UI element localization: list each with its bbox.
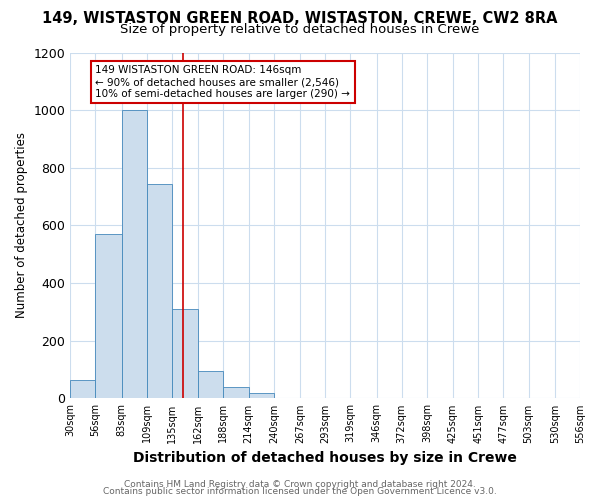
Bar <box>70 380 95 398</box>
Bar <box>223 388 248 398</box>
Text: 149, WISTASTON GREEN ROAD, WISTASTON, CREWE, CW2 8RA: 149, WISTASTON GREEN ROAD, WISTASTON, CR… <box>42 11 558 26</box>
Text: Contains public sector information licensed under the Open Government Licence v3: Contains public sector information licen… <box>103 487 497 496</box>
Text: Size of property relative to detached houses in Crewe: Size of property relative to detached ho… <box>121 22 479 36</box>
Bar <box>147 184 172 398</box>
Bar <box>95 234 122 398</box>
Text: 149 WISTASTON GREEN ROAD: 146sqm
← 90% of detached houses are smaller (2,546)
10: 149 WISTASTON GREEN ROAD: 146sqm ← 90% o… <box>95 66 350 98</box>
Y-axis label: Number of detached properties: Number of detached properties <box>15 132 28 318</box>
Text: Contains HM Land Registry data © Crown copyright and database right 2024.: Contains HM Land Registry data © Crown c… <box>124 480 476 489</box>
Bar <box>248 393 274 398</box>
X-axis label: Distribution of detached houses by size in Crewe: Distribution of detached houses by size … <box>133 451 517 465</box>
Bar <box>198 371 223 398</box>
Bar <box>122 110 147 399</box>
Bar <box>172 309 198 398</box>
